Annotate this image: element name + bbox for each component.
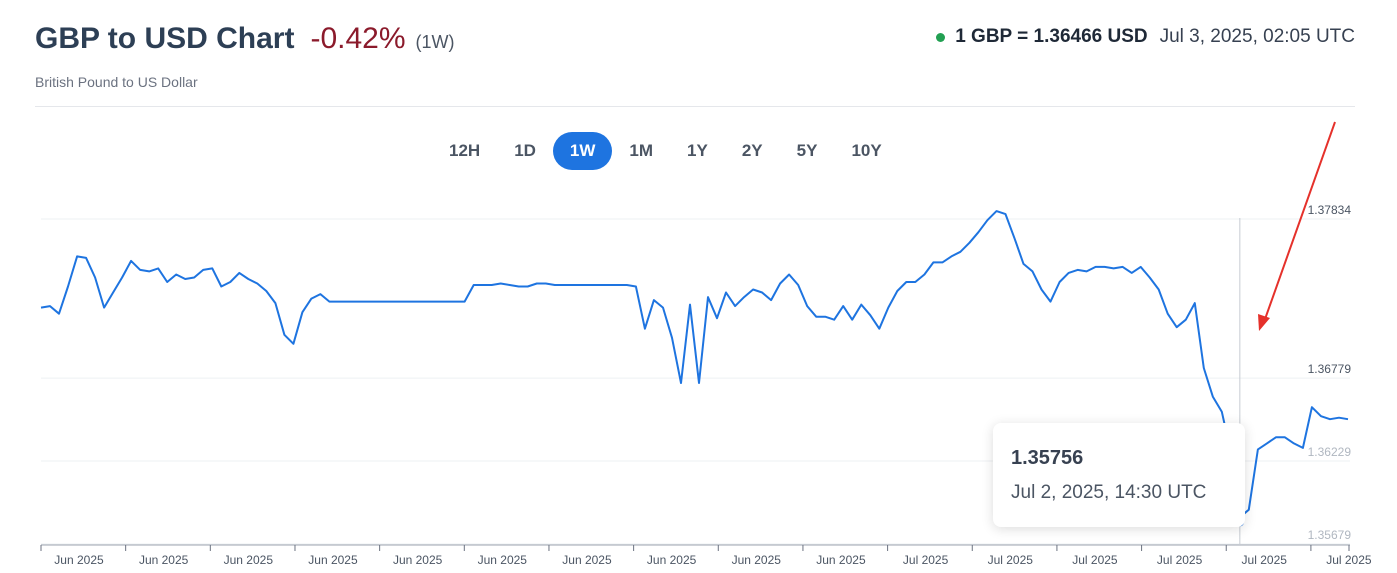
page-title: GBP to USD Chart xyxy=(35,22,295,55)
x-tick-label: Jul 2025 xyxy=(988,553,1034,567)
tooltip: 1.35756 Jul 2, 2025, 14:30 UTC xyxy=(993,423,1245,527)
x-tick-label: Jul 2025 xyxy=(1242,553,1288,567)
x-tick-label: Jun 2025 xyxy=(139,553,189,567)
title-row: GBP to USD Chart -0.42% (1W) xyxy=(35,22,455,56)
x-tick-label: Jun 2025 xyxy=(647,553,697,567)
range-button-10y[interactable]: 10Y xyxy=(851,141,882,160)
tooltip-value: 1.35756 xyxy=(1011,447,1084,469)
range-button-1m[interactable]: 1M xyxy=(629,141,654,160)
x-tick-label: Jun 2025 xyxy=(816,553,866,567)
x-tick-label: Jul 2025 xyxy=(1072,553,1118,567)
x-tick-label: Jun 2025 xyxy=(54,553,104,567)
range-button-1y[interactable]: 1Y xyxy=(687,141,708,160)
rate-timestamp: Jul 3, 2025, 02:05 UTC xyxy=(1159,26,1355,47)
chart-header: GBP to USD Chart -0.42% (1W) British Pou… xyxy=(35,18,1355,107)
x-tick-label: Jun 2025 xyxy=(732,553,782,567)
series-line xyxy=(40,210,1349,519)
x-tick-label: Jun 2025 xyxy=(308,553,358,567)
range-button-1w[interactable]: 1W xyxy=(552,132,613,170)
y-tick-label: 1.37834 xyxy=(1308,203,1352,217)
x-tick-label: Jul 2025 xyxy=(903,553,949,567)
range-button-5y[interactable]: 5Y xyxy=(796,141,818,160)
tooltip-time: Jul 2, 2025, 14:30 UTC xyxy=(1011,482,1207,503)
live-status-dot-icon xyxy=(936,32,946,42)
y-tick-label: 1.36779 xyxy=(1308,362,1352,376)
annotation-arrow-icon xyxy=(1258,121,1336,331)
range-button-12h[interactable]: 12H xyxy=(449,141,481,160)
arrow-head xyxy=(1258,314,1270,331)
live-rate: 1 GBP = 1.36466 USD Jul 3, 2025, 02:05 U… xyxy=(936,26,1355,48)
period-label: (1W) xyxy=(415,32,455,52)
x-tick-label: Jun 2025 xyxy=(562,553,612,567)
y-axis-ticks: 1.37834 1.36779 1.36229 1.35679 xyxy=(1308,203,1352,542)
x-tick-label: Jul 2025 xyxy=(1157,553,1203,567)
range-button-2y[interactable]: 2Y xyxy=(741,141,763,160)
y-tick-label: 1.36229 xyxy=(1308,445,1352,459)
page-subtitle: British Pound to US Dollar xyxy=(35,74,198,90)
x-tick-label: Jun 2025 xyxy=(224,553,274,567)
x-axis-ticks: Jun 2025 Jun 2025 Jun 2025 Jun 2025 Jun 2025… xyxy=(40,545,1372,567)
rate-value: 1 GBP = 1.36466 USD xyxy=(955,26,1148,47)
y-tick-label: 1.35679 xyxy=(1308,528,1352,542)
arrow-shaft xyxy=(1263,121,1336,323)
percent-change: -0.42% xyxy=(310,22,406,55)
x-tick-label: Jun 2025 xyxy=(393,553,443,567)
x-tick-label: Jun 2025 xyxy=(478,553,528,567)
x-tick-label: Jul 2025 xyxy=(1326,553,1372,567)
time-range-selector: 12H 1D 1W 1M 1Y 2Y 5Y 10Y xyxy=(432,131,899,171)
range-button-1d[interactable]: 1D xyxy=(514,141,536,160)
